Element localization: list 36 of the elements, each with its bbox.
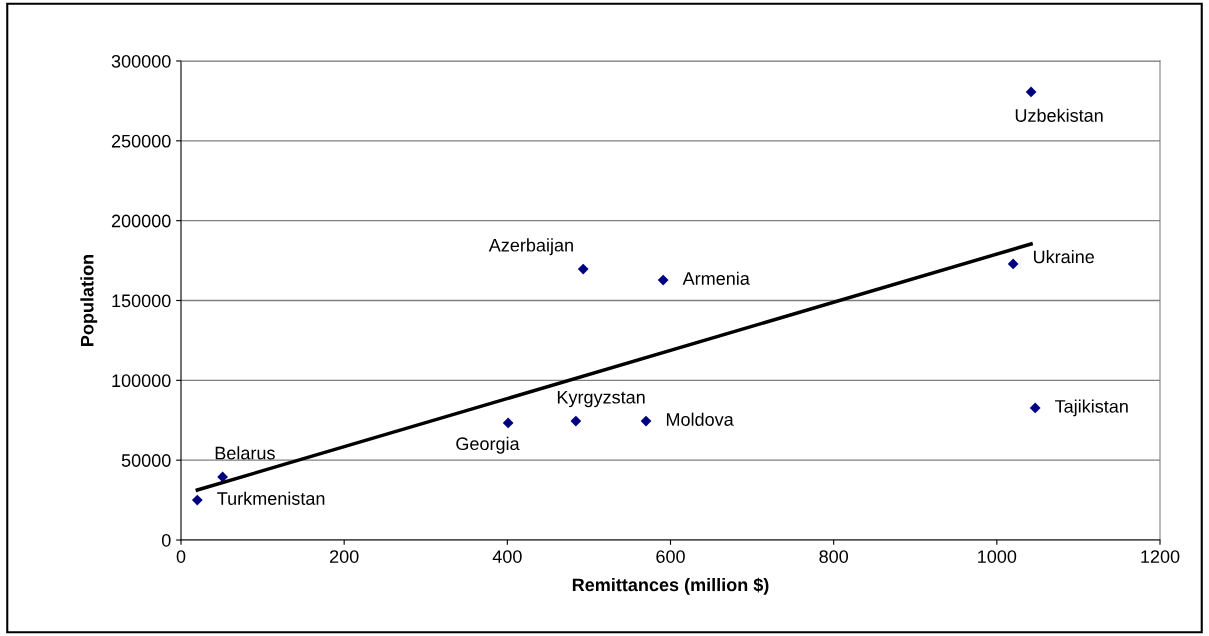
y-tick-label: 100000 [112,374,171,388]
y-tick-label: 50000 [121,454,171,467]
annotation: Uzbekistan [1015,108,1103,122]
point [1029,402,1041,414]
y-tick-label: 200000 [111,214,171,228]
y-tick-label: 0 [161,533,171,547]
x-tick-label: 1000 [978,550,1017,563]
x-tick-label: 800 [819,550,849,563]
annotation: Kyrgyzstan [557,390,645,408]
x-tick-label: 1200 [1141,550,1180,563]
point [657,274,669,286]
annotation: Azerbaijan [488,238,573,256]
annotation: Ukraine [1033,249,1095,264]
point [502,417,514,429]
annotation: Tajikistan [1055,399,1128,417]
point [570,415,582,427]
point [640,415,652,427]
y-tick-label: 300000 [111,54,171,68]
annotation: Turkmenistan [217,491,325,505]
annotation: Armenia [682,271,750,285]
annotation: Belarus [215,446,275,460]
annotation: Moldova [666,412,734,426]
x-tick-label: 600 [656,550,685,563]
point [217,471,228,483]
x-axis-title: Remittances (million $) [572,577,769,595]
y-axis-title: Population [80,254,98,346]
y-tick-label: 150000 [112,294,171,308]
point [1025,86,1037,98]
point [1007,258,1019,270]
point [191,494,203,506]
annotation: Georgia [456,436,520,454]
x-tick-label: 0 [176,550,186,563]
x-tick-label: 400 [492,550,522,563]
point [577,263,589,275]
x-tick-label: 200 [330,550,359,563]
y-tick-label: 250000 [111,134,171,148]
